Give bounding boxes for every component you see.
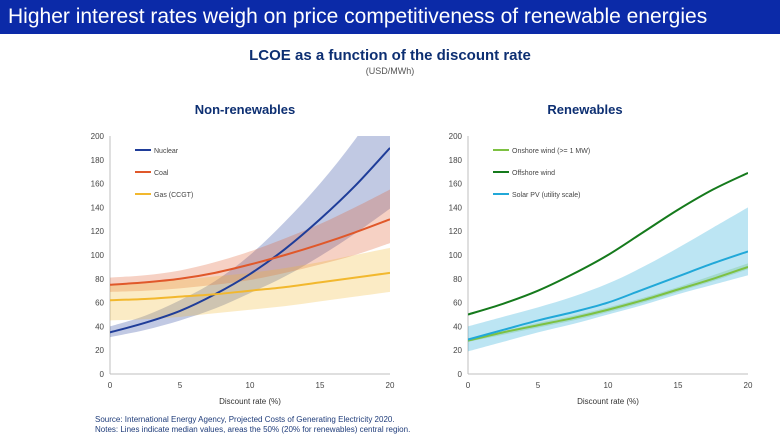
right-y-tick-label: 180 (449, 156, 463, 165)
left-x-tick-label: 5 (178, 381, 183, 390)
left-band-2 (110, 247, 390, 321)
right-chart-plot: 0 20 40 60 80 100 120 140 160 180 200 0 5 10 15 20 Disco… (449, 132, 753, 406)
footnote: Notes: Lines indicate median values, are… (95, 425, 411, 434)
right-legend-label: Onshore wind (>= 1 MW) (512, 148, 590, 155)
right-band-2 (468, 207, 748, 352)
right-series-area (468, 171, 748, 352)
left-y-tick-label: 80 (95, 275, 104, 284)
left-y-tick-label: 140 (91, 203, 105, 212)
left-x-tick-label: 15 (316, 381, 325, 390)
right-series-line-1 (468, 171, 748, 316)
right-x-tick-label: 10 (604, 381, 613, 390)
right-y-tick-label: 160 (449, 180, 463, 189)
right-x-axis-label: Discount rate (%) (577, 397, 639, 406)
left-band-0 (110, 136, 390, 338)
right-y-tick-label: 100 (449, 251, 463, 260)
left-panel-title: Non-renewables (194, 102, 296, 117)
right-y-tick-label: 60 (453, 299, 462, 308)
right-series-line-0 (468, 265, 748, 342)
left-legend-label: Nuclear (154, 148, 179, 155)
right-y-tick-label: 120 (449, 227, 463, 236)
right-x-tick-label: 20 (744, 381, 753, 390)
right-y-tick-label: 20 (453, 346, 462, 355)
right-panel-title: Renewables (547, 102, 623, 117)
left-y-tick-label: 180 (91, 156, 105, 165)
left-y-tick-label: 200 (91, 132, 105, 141)
right-x-tick-label: 15 (674, 381, 683, 390)
left-x-tick-label: 0 (108, 381, 113, 390)
slide-title: Higher interest rates weigh on price com… (8, 5, 708, 28)
right-y-tick-label: 80 (453, 275, 462, 284)
right-y-tick-label: 140 (449, 203, 463, 212)
right-x-tick-label: 0 (466, 381, 471, 390)
figure-units: (USD/MWh) (365, 66, 415, 76)
right-legend-label: Offshore wind (512, 170, 555, 177)
right-y-tick-label: 200 (449, 132, 463, 141)
right-legend-label: Solar PV (utility scale) (512, 192, 580, 199)
source-note: Source: International Energy Agency, Pro… (95, 415, 395, 424)
left-x-axis-label: Discount rate (%) (219, 397, 281, 406)
left-x-tick-label: 10 (246, 381, 255, 390)
right-x-tick-label: 5 (536, 381, 541, 390)
left-y-tick-label: 60 (95, 299, 104, 308)
left-y-tick-label: 40 (95, 322, 104, 331)
left-y-tick-label: 160 (91, 180, 105, 189)
right-series-line-2 (468, 250, 748, 341)
right-y-tick-label: 40 (453, 322, 462, 331)
left-legend-label: Gas (CCGT) (154, 192, 193, 199)
left-series-line-1 (110, 218, 390, 286)
left-x-tick-label: 20 (386, 381, 395, 390)
left-y-tick-label: 20 (95, 346, 104, 355)
right-y-tick-label: 0 (458, 370, 463, 379)
left-series-area (110, 136, 390, 338)
slide-banner: Higher interest rates weigh on price com… (0, 0, 780, 34)
left-series-line-2 (110, 271, 390, 302)
left-chart-plot: 0 20 40 60 80 100 120 140 160 180 200 0 5 10 15 20 Disco… (91, 132, 395, 406)
left-series-line-0 (110, 147, 390, 334)
figure-title: LCOE as a function of the discount rate (249, 47, 531, 64)
left-y-tick-label: 0 (100, 370, 105, 379)
left-y-tick-label: 100 (91, 251, 105, 260)
left-legend-label: Coal (154, 170, 169, 177)
left-y-tick-label: 120 (91, 227, 105, 236)
